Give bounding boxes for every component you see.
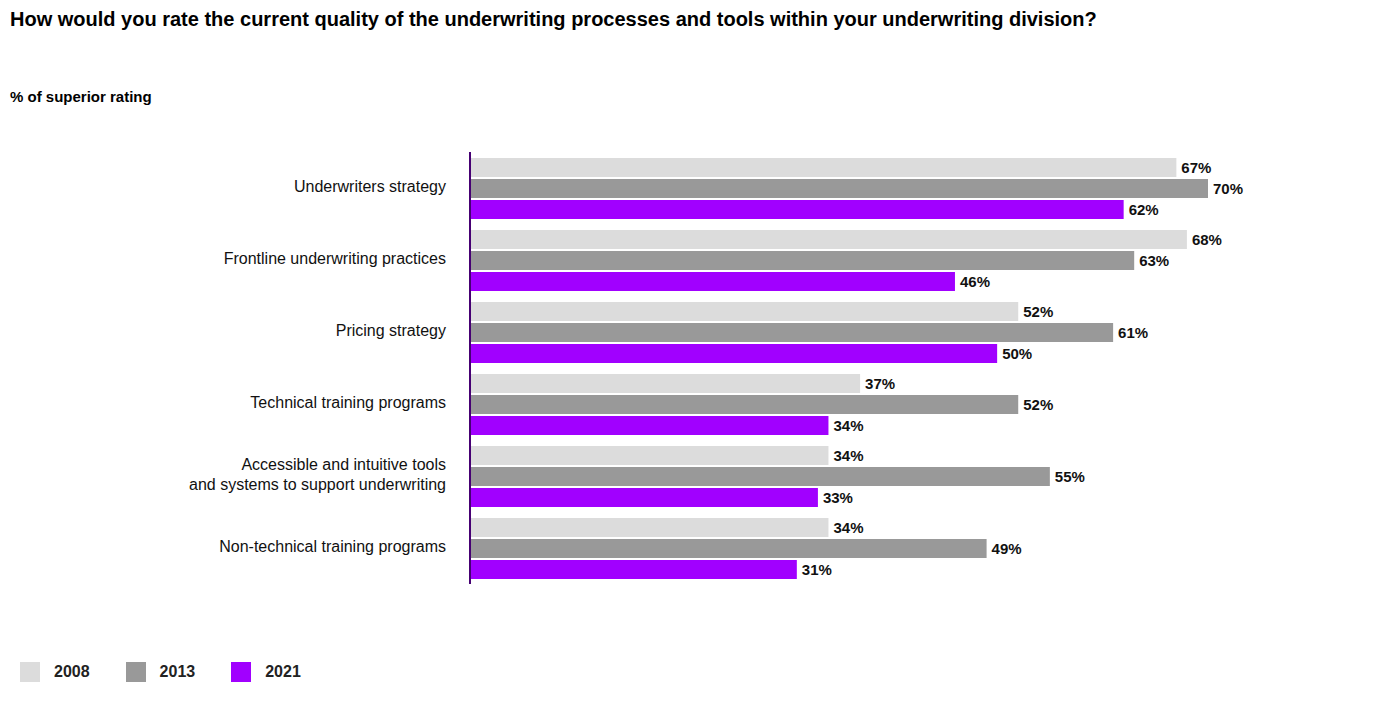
- svg-text:67%: 67%: [1181, 159, 1211, 176]
- svg-text:63%: 63%: [1139, 252, 1169, 269]
- html-text:% of superior rating: % of superior rating: [10, 88, 152, 105]
- svg-text:46%: 46%: [960, 273, 990, 290]
- svg-text:Non-technical training program: Non-technical training programs: [219, 538, 446, 555]
- svg-text:34%: 34%: [833, 519, 863, 536]
- svg-text:52%: 52%: [1023, 303, 1053, 320]
- svg-text:62%: 62%: [1129, 201, 1159, 218]
- svg-text:Frontline underwriting practic: Frontline underwriting practices: [224, 250, 446, 267]
- svg-text:Technical training programs: Technical training programs: [250, 394, 446, 411]
- svg-text:61%: 61%: [1118, 324, 1148, 341]
- svg-text:Pricing strategy: Pricing strategy: [336, 322, 446, 339]
- html-text:2021: 2021: [265, 663, 301, 680]
- svg-text:50%: 50%: [1002, 345, 1032, 362]
- svg-text:Underwriters strategy: Underwriters strategy: [294, 178, 446, 195]
- html-text:2013: 2013: [159, 663, 196, 680]
- svg-text:49%: 49%: [992, 540, 1022, 557]
- svg-text:33%: 33%: [823, 489, 853, 506]
- svg-text:68%: 68%: [1192, 231, 1222, 248]
- html-text:How would you rate the current: How would you rate the current quality o…: [10, 8, 1097, 30]
- svg-text:31%: 31%: [802, 561, 832, 578]
- svg-text:34%: 34%: [833, 447, 863, 464]
- svg-text:Accessible and intuitive tools: Accessible and intuitive toolsand system…: [189, 456, 446, 493]
- svg-text:52%: 52%: [1023, 396, 1053, 413]
- svg-text:37%: 37%: [865, 375, 895, 392]
- svg-text:70%: 70%: [1213, 180, 1243, 197]
- svg-text:55%: 55%: [1055, 468, 1085, 485]
- html-text:2008: 2008: [54, 663, 90, 680]
- svg-text:34%: 34%: [833, 417, 863, 434]
